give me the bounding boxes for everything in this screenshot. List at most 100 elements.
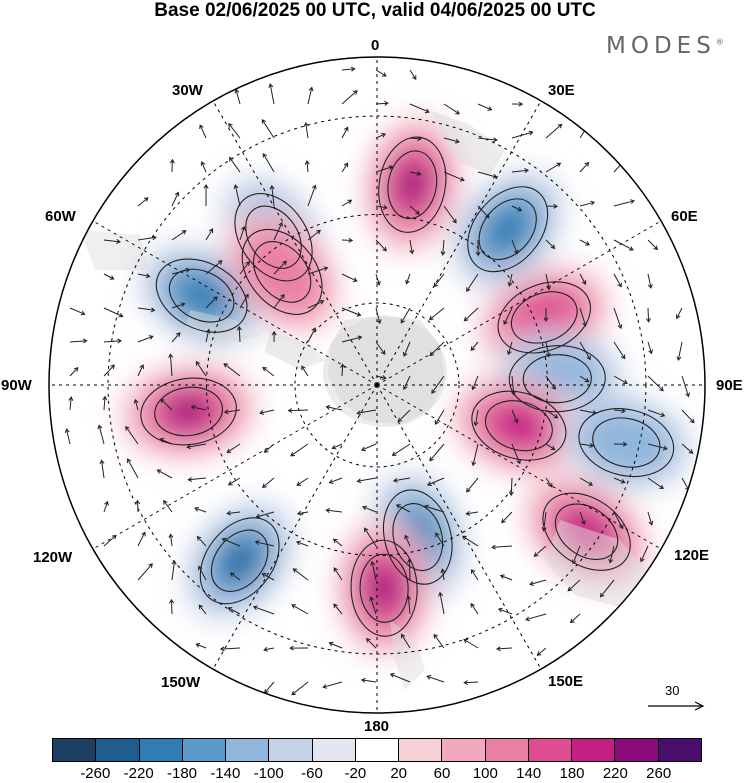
wind-vector bbox=[198, 604, 207, 615]
wind-vector bbox=[676, 307, 683, 320]
wind-vector bbox=[409, 171, 422, 176]
colorbar-tick-label: -60 bbox=[301, 765, 323, 782]
wind-vector bbox=[511, 130, 534, 139]
wind-vector bbox=[239, 293, 249, 309]
colorbar-swatch bbox=[226, 739, 270, 761]
wind-vector bbox=[579, 375, 590, 383]
lon-label-120w: 120W bbox=[33, 549, 73, 566]
wind-vector bbox=[409, 205, 420, 215]
wind-vector bbox=[137, 197, 149, 207]
lon-label-90w: 90W bbox=[1, 377, 32, 394]
anomaly-shade bbox=[493, 405, 545, 447]
wind-vector bbox=[375, 133, 387, 139]
wind-vector bbox=[473, 409, 479, 427]
colorbar bbox=[52, 738, 702, 762]
wind-vector bbox=[426, 674, 445, 683]
wind-vector bbox=[536, 647, 547, 656]
land-masses bbox=[80, 110, 650, 690]
wind-vector bbox=[645, 307, 651, 323]
wind-vector bbox=[579, 341, 591, 361]
wind-vector bbox=[443, 171, 465, 182]
wind-vector bbox=[433, 273, 445, 288]
wind-vector bbox=[647, 273, 653, 289]
lon-label-30w: 30W bbox=[172, 82, 203, 99]
wind-vector bbox=[205, 260, 223, 275]
wind-vector bbox=[613, 273, 622, 288]
wind-vector bbox=[137, 335, 154, 343]
wind-vector bbox=[507, 273, 513, 287]
wind-vector bbox=[169, 598, 175, 615]
wind-vector bbox=[613, 341, 626, 360]
map-boundary bbox=[48, 56, 706, 714]
wind-vector bbox=[428, 307, 445, 321]
wind-vector bbox=[511, 375, 516, 396]
colorbar-tick-label: 260 bbox=[646, 765, 672, 782]
wind-vector bbox=[506, 341, 513, 356]
wind-vector bbox=[273, 221, 283, 241]
wind-vector bbox=[433, 633, 445, 649]
meridian-line bbox=[92, 384, 378, 550]
height-contour bbox=[554, 503, 619, 560]
wind-vector bbox=[389, 673, 411, 683]
anomaly-shade bbox=[241, 229, 323, 315]
wind-vector bbox=[171, 191, 180, 207]
lon-label-120e: 120E bbox=[674, 547, 710, 564]
wind-vector bbox=[64, 428, 71, 445]
wind-vector bbox=[68, 396, 74, 411]
wind-vector bbox=[226, 443, 241, 453]
wind-vectors bbox=[64, 66, 695, 696]
brand-name: MODES bbox=[606, 33, 716, 59]
height-contour bbox=[467, 186, 549, 273]
wind-vector bbox=[261, 573, 275, 581]
wind-vector bbox=[569, 613, 581, 624]
wind-vector bbox=[307, 184, 317, 207]
wind-vector bbox=[333, 567, 343, 581]
wind-vector bbox=[499, 574, 513, 581]
wind-vector bbox=[429, 341, 445, 357]
colorbar-tick-label: 140 bbox=[516, 765, 542, 782]
antarctica-outline bbox=[328, 315, 445, 425]
wind-vector bbox=[681, 409, 695, 424]
wind-vector bbox=[461, 535, 479, 547]
wind-vector bbox=[263, 443, 275, 453]
wind-vector bbox=[508, 477, 514, 497]
wind-vector bbox=[195, 360, 207, 377]
wind-vector bbox=[533, 545, 547, 557]
wind-vector bbox=[395, 504, 411, 513]
lon-label-150e: 150E bbox=[548, 673, 584, 690]
wind-vector bbox=[307, 299, 325, 309]
colorbar-swatch bbox=[96, 739, 140, 761]
wind-vector bbox=[375, 307, 382, 325]
wind-vector bbox=[470, 341, 479, 351]
meridian-line bbox=[376, 384, 662, 550]
wind-vector bbox=[375, 165, 394, 173]
wind-vector bbox=[356, 409, 377, 416]
wind-vector bbox=[168, 353, 174, 377]
wind-vector bbox=[429, 443, 445, 462]
wind-vector bbox=[261, 477, 275, 489]
height-contour bbox=[592, 417, 661, 468]
height-contour bbox=[387, 150, 438, 220]
meridian-line bbox=[376, 384, 542, 670]
height-contour bbox=[253, 241, 312, 303]
wind-vector bbox=[340, 363, 346, 377]
wind-vector bbox=[545, 409, 559, 419]
wind-vector bbox=[567, 579, 581, 592]
wind-vector bbox=[200, 160, 207, 173]
wind-vector bbox=[341, 90, 358, 105]
wind-vector bbox=[233, 184, 241, 207]
wind-vector bbox=[545, 477, 553, 488]
height-contour bbox=[471, 390, 567, 461]
wind-vector bbox=[273, 260, 287, 275]
colorbar-swatch bbox=[658, 739, 701, 761]
brand-logo: MODES® bbox=[606, 33, 724, 59]
map-title: Base 02/06/2025 00 UTC, valid 04/06/2025… bbox=[154, 0, 596, 21]
height-contour bbox=[359, 553, 409, 623]
anomaly-shade bbox=[399, 169, 426, 200]
wind-vector bbox=[133, 398, 139, 411]
colorbar-tick-label: -100 bbox=[253, 765, 284, 782]
antarctic-peninsula bbox=[265, 330, 325, 370]
height-contour bbox=[478, 198, 537, 261]
height-contour bbox=[522, 354, 592, 404]
wind-vector bbox=[239, 261, 250, 275]
